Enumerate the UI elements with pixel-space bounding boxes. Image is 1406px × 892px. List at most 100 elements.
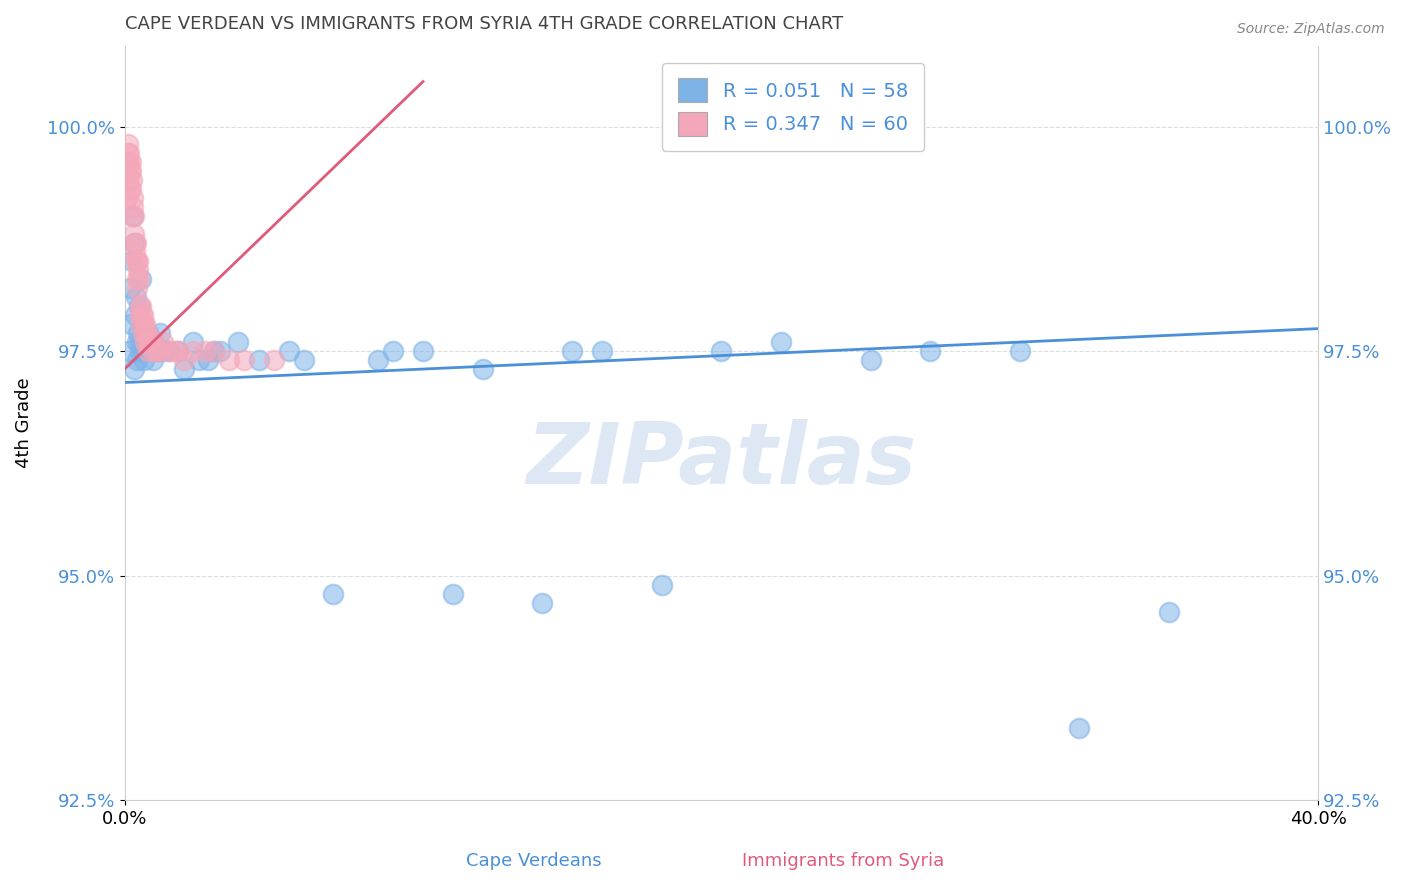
Point [233,353,256,368]
Point [131,308,153,322]
Point [859,353,882,368]
Point [226,335,249,350]
Point [367,353,389,368]
Point [1157,605,1180,619]
Point [770,335,793,350]
Point [118,164,141,178]
Point [920,344,942,359]
Point [120,155,142,169]
Point [710,344,733,359]
Point [129,317,152,331]
Point [120,164,142,178]
Point [127,281,149,295]
Point [118,182,141,196]
Point [322,586,344,600]
Point [132,317,155,331]
Text: Source: ZipAtlas.com: Source: ZipAtlas.com [1237,22,1385,37]
Point [1069,722,1091,736]
Point [138,344,160,359]
Point [141,335,163,350]
Point [382,344,405,359]
Point [117,146,139,161]
Point [138,326,160,340]
Point [122,236,145,251]
Point [122,210,145,224]
Point [247,353,270,368]
Point [202,344,225,359]
Point [138,335,160,350]
Point [173,362,195,376]
Text: CAPE VERDEAN VS IMMIGRANTS FROM SYRIA 4TH GRADE CORRELATION CHART: CAPE VERDEAN VS IMMIGRANTS FROM SYRIA 4T… [125,15,842,33]
Point [173,353,195,368]
Point [139,344,162,359]
Point [292,353,315,368]
Point [134,335,156,350]
Point [121,210,143,224]
Point [561,344,583,359]
Point [1008,344,1031,359]
Point [124,308,146,322]
Point [129,272,152,286]
Point [128,272,150,286]
Text: Cape Verdeans: Cape Verdeans [467,852,602,870]
Point [152,335,174,350]
Point [194,344,217,359]
Point [122,362,145,376]
Point [142,344,165,359]
Point [117,137,139,152]
Point [142,353,165,368]
Point [181,335,204,350]
Point [122,191,145,205]
Point [131,344,153,359]
Point [118,155,141,169]
Point [127,326,149,340]
Point [209,344,232,359]
Point [131,317,153,331]
Point [218,353,240,368]
Point [471,362,494,376]
Point [122,210,145,224]
Point [139,335,162,350]
Point [127,254,149,268]
Point [441,586,464,600]
Point [134,317,156,331]
Point [136,326,159,340]
Point [412,344,434,359]
Point [118,173,141,187]
Point [531,596,554,610]
Point [124,236,146,251]
Point [129,308,152,322]
Point [125,254,148,268]
Point [122,227,145,242]
Point [131,308,153,322]
Point [591,344,613,359]
Point [263,353,285,368]
Point [202,344,225,359]
Point [122,200,145,214]
Point [127,353,149,368]
Point [129,299,152,313]
Point [131,326,153,340]
Point [188,353,211,368]
Point [128,299,150,313]
Point [136,344,159,359]
Point [128,344,150,359]
Point [124,245,146,260]
Point [149,344,172,359]
Text: Immigrants from Syria: Immigrants from Syria [742,852,945,870]
Point [120,317,142,331]
Point [167,344,190,359]
Point [132,353,155,368]
Point [120,182,142,196]
Point [115,164,138,178]
Point [157,344,180,359]
Point [146,344,169,359]
Point [121,173,143,187]
Point [134,335,156,350]
Point [165,344,187,359]
Text: ZIPatlas: ZIPatlas [526,419,917,502]
Point [143,335,166,350]
Point [146,344,169,359]
Point [125,272,148,286]
Point [118,146,141,161]
